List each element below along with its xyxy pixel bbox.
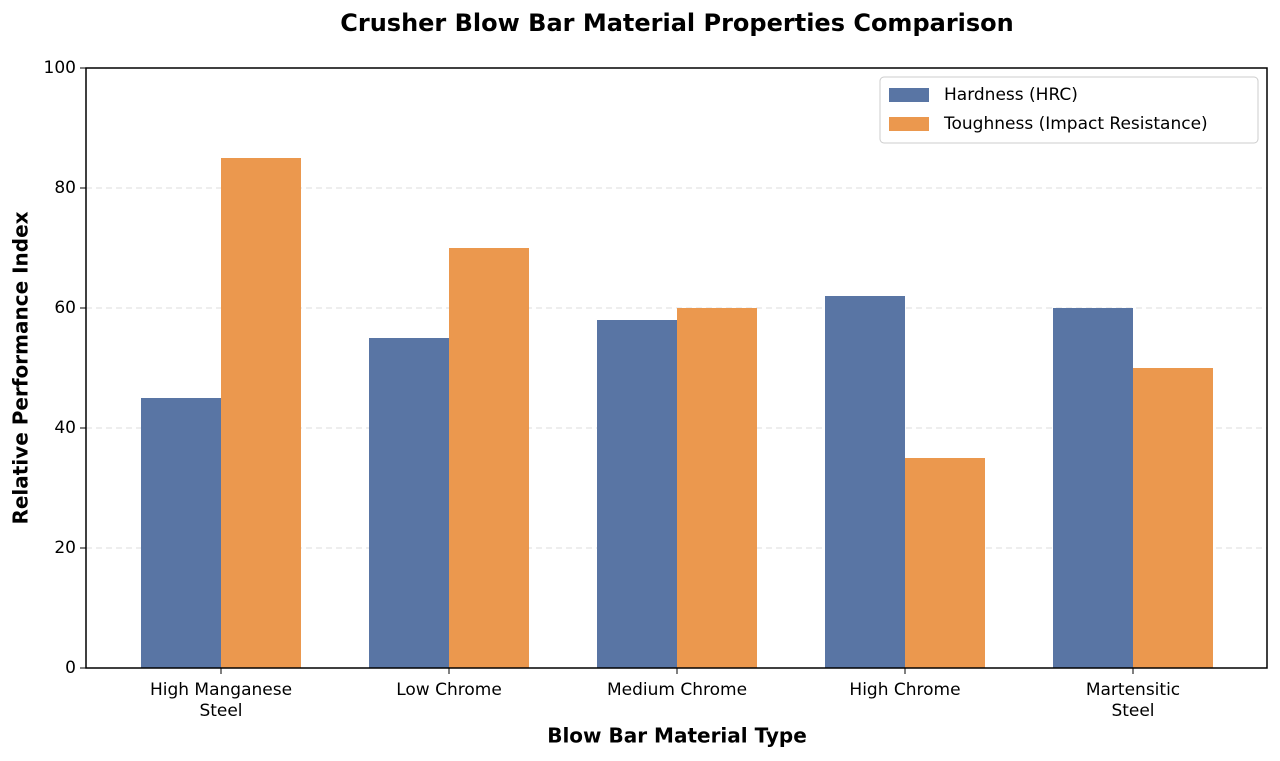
bar xyxy=(1053,308,1133,668)
y-tick-label: 40 xyxy=(54,418,76,438)
x-tick-label: Low Chrome xyxy=(396,680,502,700)
y-axis-title: Relative Performance Index xyxy=(9,211,33,524)
plot-frame xyxy=(85,67,1268,669)
y-tick-label: 60 xyxy=(54,298,76,318)
chart-title: Crusher Blow Bar Material Properties Com… xyxy=(340,9,1014,37)
x-axis-title: Blow Bar Material Type xyxy=(547,724,807,748)
bar xyxy=(825,296,905,668)
y-tick-label: 0 xyxy=(65,658,76,678)
legend-label: Toughness (Impact Resistance) xyxy=(943,114,1208,134)
bar xyxy=(1133,368,1213,668)
y-tick-label: 100 xyxy=(44,58,76,78)
x-tick-label: High Chrome xyxy=(849,680,960,700)
x-tick-label: Medium Chrome xyxy=(607,680,747,700)
bar xyxy=(141,398,221,668)
legend-box xyxy=(879,76,1259,144)
bar xyxy=(369,338,449,668)
y-tick-label: 80 xyxy=(54,178,76,198)
bar xyxy=(905,458,985,668)
bar xyxy=(449,248,529,668)
x-tick-label: High Manganese Steel xyxy=(150,680,292,721)
x-tick-label: Martensitic Steel xyxy=(1086,680,1180,721)
bar xyxy=(597,320,677,668)
y-tick-label: 20 xyxy=(54,538,76,558)
legend-swatch xyxy=(889,117,929,131)
bar xyxy=(221,158,301,668)
legend-swatch xyxy=(889,88,929,102)
bar xyxy=(677,308,757,668)
legend-label: Hardness (HRC) xyxy=(944,85,1078,105)
